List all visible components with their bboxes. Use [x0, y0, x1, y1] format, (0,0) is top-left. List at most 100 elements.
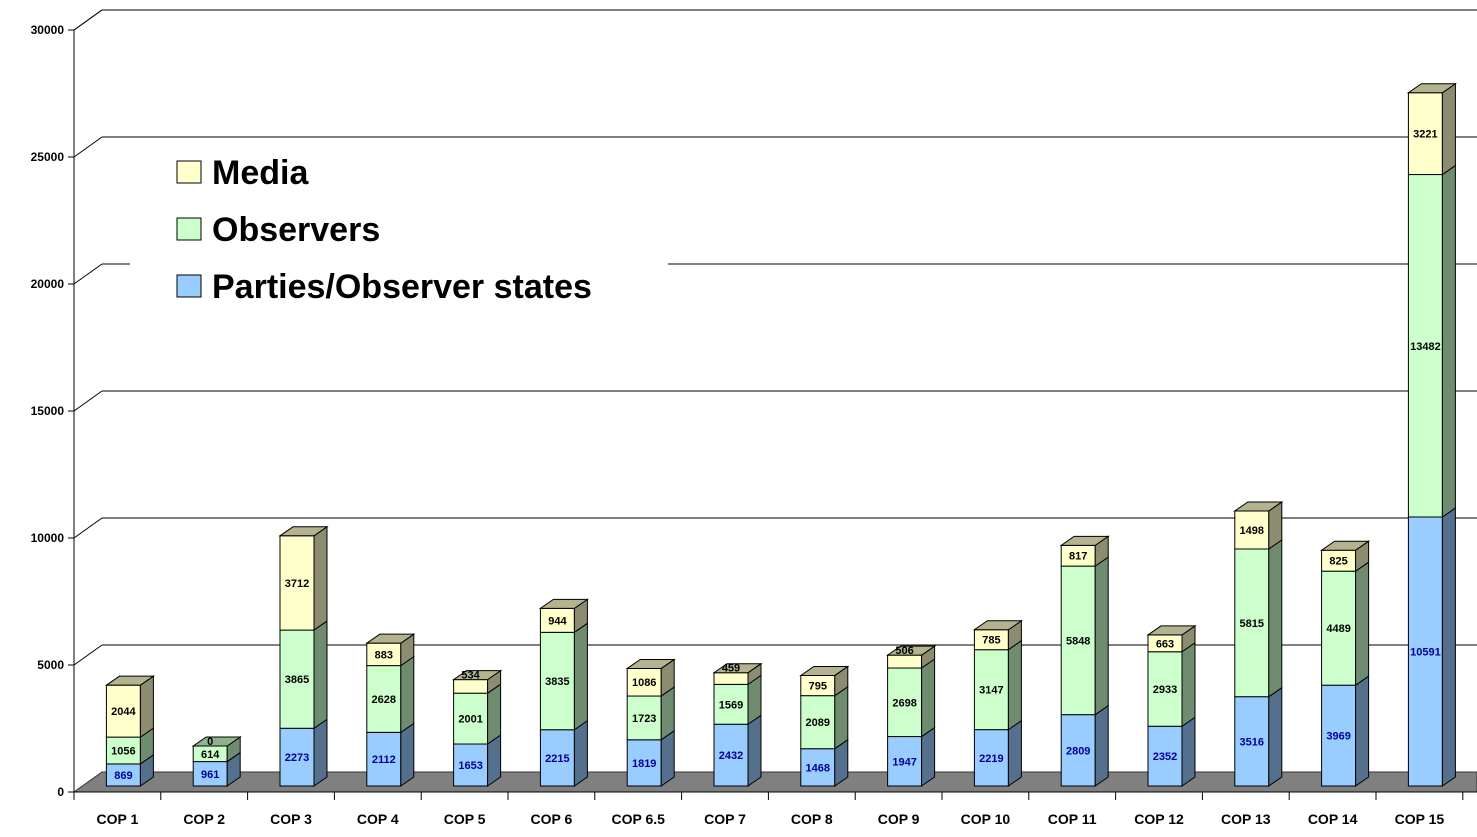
- bar-top-face: [1319, 540, 1371, 551]
- bar-top-face: [1146, 625, 1197, 636]
- bar-segment-front: [1234, 510, 1270, 550]
- bar-segment-side: [1441, 164, 1456, 518]
- x-tick-label: COP 1: [97, 811, 139, 827]
- x-tick-label: COP 9: [878, 811, 920, 827]
- data-label: 2215: [545, 753, 569, 765]
- data-label: 13482: [1410, 341, 1441, 353]
- y-tick-label: 20000: [31, 277, 65, 291]
- legend-label: Media: [212, 154, 309, 192]
- bar-segment-front: [366, 665, 402, 733]
- x-tick-label: COP 6.5: [611, 811, 665, 827]
- data-label: 2273: [285, 752, 309, 764]
- gridline-diagonal: [73, 263, 103, 285]
- data-label: 2933: [1153, 684, 1177, 696]
- bar-segment-side: [139, 675, 154, 739]
- data-label: 1569: [719, 699, 743, 711]
- data-label: 2044: [111, 706, 136, 718]
- bar-top-face: [365, 633, 416, 644]
- legend-label: Parties/Observer states: [212, 268, 592, 306]
- bar-segment-side: [400, 655, 415, 734]
- gridline-diagonal: [73, 517, 103, 539]
- gridline-diagonal: [73, 644, 103, 666]
- bar-segment-side: [313, 525, 328, 632]
- data-label: 3516: [1240, 736, 1264, 748]
- bar-segment-front: [1060, 714, 1096, 787]
- bar-segment-side: [400, 722, 415, 787]
- bar-segment-side: [834, 685, 849, 750]
- data-label: 0: [207, 736, 213, 748]
- data-label: 961: [201, 769, 219, 781]
- data-label: 1653: [458, 760, 482, 772]
- data-label: 2352: [1153, 751, 1177, 763]
- bar-segment-side: [1268, 539, 1283, 698]
- bar-segment-front: [1321, 684, 1357, 787]
- bar-segment-front: [453, 679, 489, 694]
- data-label: 2432: [719, 750, 743, 762]
- bar-segment-front: [453, 743, 489, 787]
- data-label: 825: [1329, 556, 1347, 568]
- data-label: 785: [982, 635, 1000, 647]
- bar-segment-side: [660, 729, 675, 787]
- data-label: 459: [722, 663, 740, 675]
- x-tick-label: COP 7: [704, 811, 746, 827]
- data-label: 2628: [372, 694, 396, 706]
- bar-top-face: [712, 663, 763, 674]
- legend-swatch: [176, 217, 202, 241]
- legend: Media Observers Parties/Observer states: [130, 143, 668, 313]
- bar-segment-front: [1407, 516, 1443, 787]
- bar-segment-front: [192, 761, 228, 787]
- data-label: 817: [1069, 551, 1087, 563]
- data-label: 1056: [111, 746, 135, 758]
- data-label: 2001: [458, 714, 482, 726]
- x-tick-label: COP 8: [791, 811, 833, 827]
- bar-segment-side: [1094, 704, 1109, 787]
- bars-layer: [104, 82, 1458, 787]
- data-label: 614: [201, 749, 220, 761]
- x-tick-label: COP 12: [1134, 811, 1184, 827]
- bar-segment-front: [713, 723, 749, 787]
- data-label: 2809: [1066, 745, 1090, 757]
- bar-top-face: [625, 658, 676, 669]
- bar-segment-side: [573, 622, 588, 731]
- x-tick-label: COP 11: [1048, 811, 1097, 827]
- y-tick-label: 10000: [31, 531, 65, 545]
- legend-swatch: [176, 274, 202, 298]
- data-label: 5815: [1240, 618, 1264, 630]
- bar-top-face: [278, 526, 329, 537]
- y-tick-label: 5000: [37, 658, 64, 672]
- data-label: 883: [375, 649, 393, 661]
- x-tick-label: COP 3: [270, 811, 312, 827]
- data-label: 869: [114, 770, 132, 782]
- bar-segment-side: [1007, 719, 1022, 787]
- x-tick-label: COP 15: [1395, 811, 1445, 827]
- bar-segment-side: [921, 726, 936, 787]
- bar-segment-side: [1094, 556, 1109, 716]
- data-label: 3865: [285, 674, 309, 686]
- x-tick-label: COP 6: [531, 811, 573, 827]
- data-label: 534: [461, 670, 480, 682]
- bar-segment-front: [973, 729, 1009, 787]
- data-label: 2219: [979, 753, 1003, 765]
- bar-segment-front: [626, 739, 662, 787]
- x-tick-label: COP 5: [444, 811, 486, 827]
- data-label: 1468: [806, 762, 830, 774]
- data-label: 506: [895, 645, 913, 657]
- y-tick-label: 30000: [31, 23, 65, 37]
- bar-segment-side: [573, 719, 588, 787]
- data-label: 5848: [1066, 635, 1090, 647]
- bar-segment-front: [887, 667, 923, 738]
- x-tick-label: COP 2: [183, 811, 225, 827]
- bar-segment-side: [921, 658, 936, 738]
- x-tick-label: COP 14: [1308, 811, 1358, 827]
- bar-top-face: [972, 620, 1024, 631]
- bar-segment-side: [1007, 639, 1022, 731]
- bar-top-face: [1406, 83, 1458, 94]
- data-label: 3835: [545, 676, 569, 688]
- bar-top-face: [799, 665, 850, 676]
- y-tick-label: 0: [57, 785, 64, 799]
- bar-segment-front: [1407, 92, 1443, 176]
- data-label: 2112: [372, 754, 396, 766]
- bar-segment-front: [279, 727, 315, 787]
